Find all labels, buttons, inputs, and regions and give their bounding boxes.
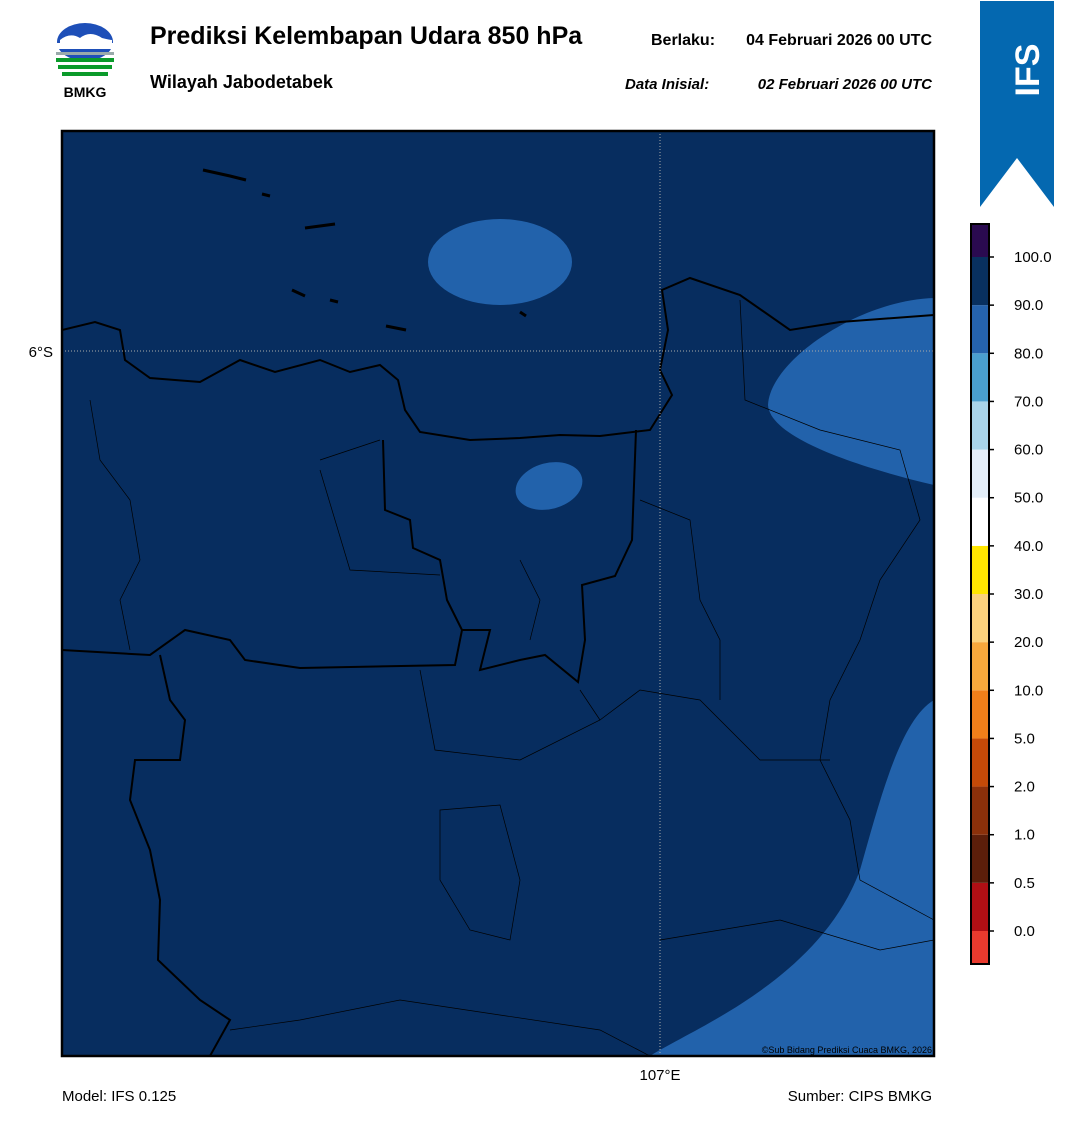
colorbar: 0.0 0.5 1.0 2.0 5.0 10.0 20.0 30.0 40.0 50.0 60.0 7…: [970, 223, 1052, 965]
boundary: [62, 429, 637, 1056]
boundary: [89, 299, 934, 1056]
island: [202, 168, 527, 332]
colorbar-segment: [971, 786, 989, 835]
colorbar-label: 60.0: [1014, 442, 1043, 459]
colorbar-label: 10.0: [1014, 682, 1043, 699]
colorbar-label: 0.0: [1014, 923, 1035, 940]
colorbar-label: 100.0: [1014, 249, 1052, 266]
model: Model: IFS 0.125: [62, 1088, 176, 1105]
map-frame: [60, 129, 936, 1058]
badge-text: IFS: [1009, 44, 1047, 97]
colorbar-segment: [971, 690, 989, 739]
badge: [980, 1, 1054, 207]
colorbar-label: 90.0: [1014, 297, 1043, 314]
humidity-area: [650, 700, 934, 1056]
colorbar-segment: [971, 353, 989, 402]
coastline: [62, 276, 934, 442]
colorbar-label: 40.0: [1014, 538, 1043, 555]
colorbar-label: 70.0: [1014, 393, 1043, 410]
colorbar-label: 2.0: [1014, 779, 1035, 796]
colorbar-segment: [971, 594, 989, 643]
init-label: Data Inisial:: [625, 76, 709, 93]
logo-text: BMKG: [64, 84, 107, 100]
colorbar-segment: [971, 834, 989, 883]
colorbar-segment: [971, 257, 989, 306]
colorbar-segment: [971, 305, 989, 354]
valid-date: 04 Februari 2026 00 UTC: [746, 32, 932, 49]
colorbar-segment: [971, 449, 989, 498]
colorbar-segment: [971, 224, 989, 257]
logo: BMKG: [56, 23, 114, 100]
valid-label: Berlaku:: [651, 32, 715, 49]
humidity-area: [515, 462, 583, 510]
subtitle: Wilayah Jabodetabek: [150, 72, 334, 92]
humidity-area: [768, 298, 934, 485]
colorbar-label: 5.0: [1014, 730, 1035, 747]
map: 6°S 107°E ©Sub Bidang Prediksi Cuaca BMK…: [29, 129, 936, 1084]
lon-label: 107°E: [639, 1067, 680, 1084]
colorbar-label: 20.0: [1014, 634, 1043, 651]
lat-label: 6°S: [29, 344, 53, 361]
credit: ©Sub Bidang Prediksi Cuaca BMKG, 2026: [762, 1045, 932, 1055]
colorbar-segment: [971, 738, 989, 787]
colorbar-label: 50.0: [1014, 490, 1043, 507]
colorbar-segment: [971, 642, 989, 691]
colorbar-label: 1.0: [1014, 827, 1035, 844]
colorbar-segment: [971, 497, 989, 546]
source: Sumber: CIPS BMKG: [788, 1088, 932, 1105]
colorbar-segment: [971, 882, 989, 931]
colorbar-label: 0.5: [1014, 875, 1035, 892]
humidity-area: [428, 219, 572, 305]
colorbar-segment: [971, 401, 989, 450]
colorbar-segment: [971, 545, 989, 594]
colorbar-label: 80.0: [1014, 345, 1043, 362]
colorbar-label: 30.0: [1014, 586, 1043, 603]
title: Prediksi Kelembapan Udara 850 hPa: [150, 22, 583, 50]
init-date: 02 Februari 2026 00 UTC: [758, 76, 933, 93]
colorbar-segment: [971, 931, 989, 964]
